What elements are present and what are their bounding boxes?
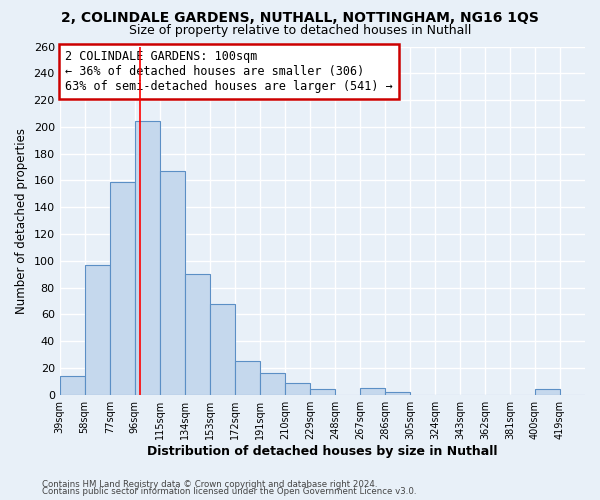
Bar	[310, 390, 335, 394]
Bar	[535, 390, 560, 394]
X-axis label: Distribution of detached houses by size in Nuthall: Distribution of detached houses by size …	[147, 444, 497, 458]
Text: 2 COLINDALE GARDENS: 100sqm
← 36% of detached houses are smaller (306)
63% of se: 2 COLINDALE GARDENS: 100sqm ← 36% of det…	[65, 50, 392, 93]
Bar	[135, 122, 160, 394]
Text: Contains HM Land Registry data © Crown copyright and database right 2024.: Contains HM Land Registry data © Crown c…	[42, 480, 377, 489]
Bar	[360, 388, 385, 394]
Bar	[385, 392, 410, 394]
Bar	[210, 304, 235, 394]
Bar	[59, 376, 85, 394]
Text: 2, COLINDALE GARDENS, NUTHALL, NOTTINGHAM, NG16 1QS: 2, COLINDALE GARDENS, NUTHALL, NOTTINGHA…	[61, 11, 539, 25]
Bar	[260, 374, 285, 394]
Bar	[160, 171, 185, 394]
Bar	[110, 182, 135, 394]
Bar	[235, 361, 260, 394]
Text: Contains public sector information licensed under the Open Government Licence v3: Contains public sector information licen…	[42, 487, 416, 496]
Bar	[285, 382, 310, 394]
Bar	[185, 274, 210, 394]
Text: Size of property relative to detached houses in Nuthall: Size of property relative to detached ho…	[129, 24, 471, 37]
Bar	[85, 265, 110, 394]
Y-axis label: Number of detached properties: Number of detached properties	[15, 128, 28, 314]
